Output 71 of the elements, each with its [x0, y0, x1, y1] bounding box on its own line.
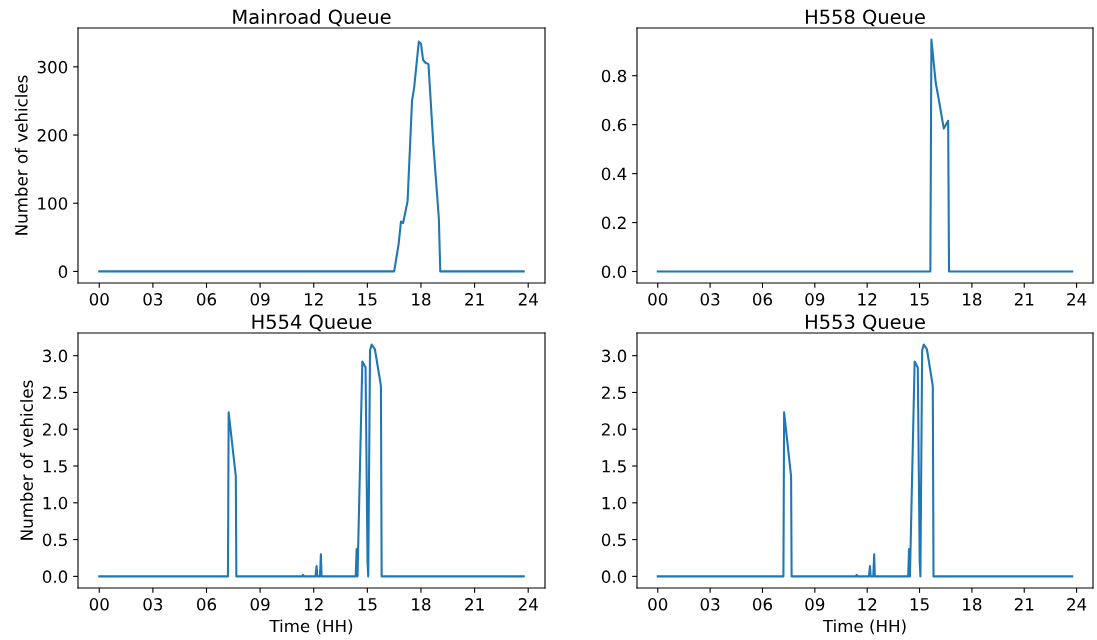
- x-tick-label: 00: [89, 293, 109, 306]
- x-tick-label: 24: [1067, 293, 1087, 306]
- x-tick-label: 09: [805, 598, 825, 611]
- x-tick-label: 00: [648, 293, 668, 306]
- y-tick-label: 0.6: [601, 118, 627, 132]
- x-tick-label: 15: [910, 598, 929, 611]
- x-tick-label: 21: [1014, 598, 1034, 611]
- x-tick-label: 24: [518, 293, 538, 306]
- y-tick-label: 0.5: [601, 533, 626, 547]
- y-tick-label: 100: [38, 197, 68, 210]
- x-tick-label: 15: [358, 293, 377, 306]
- x-tick-label: 06: [752, 293, 773, 306]
- x-tick-label: 09: [805, 293, 825, 306]
- y-tick-label: 2.5: [42, 386, 67, 400]
- y-tick-label: 0.0: [601, 570, 627, 583]
- x-tick-label: 18: [412, 598, 431, 611]
- x-axis-title: Time (HH): [822, 619, 906, 635]
- x-tick-label: 06: [197, 598, 217, 611]
- x-tick-label: 18: [963, 598, 982, 611]
- x-tick-label: 06: [752, 598, 773, 611]
- y-tick-label: 3.0: [43, 349, 68, 363]
- chart-title: H553 Queue: [806, 314, 925, 332]
- x-tick-label: 21: [465, 598, 484, 611]
- y-tick-label: 0.4: [601, 167, 627, 181]
- y-tick-label: 1.0: [602, 496, 627, 510]
- y-tick-label: 1.5: [602, 460, 626, 473]
- x-tick-label: 15: [358, 598, 377, 611]
- x-tick-label: 24: [1067, 598, 1087, 611]
- x-tick-label: 06: [197, 293, 217, 306]
- y-tick-label: 0.8: [601, 69, 627, 83]
- line-series: [98, 343, 525, 578]
- x-tick-label: 24: [518, 598, 538, 611]
- y-tick-label: 0.0: [42, 570, 68, 583]
- x-tick-label: 18: [963, 293, 982, 306]
- y-axis-title: Number of vehicles: [14, 75, 28, 235]
- y-tick-label: 0.2: [601, 216, 626, 230]
- x-tick-label: 12: [858, 293, 877, 306]
- y-tick-label: 200: [37, 129, 68, 142]
- y-tick-label: 0.5: [42, 533, 67, 547]
- x-tick-label: 03: [143, 293, 163, 306]
- chart-title: H558 Queue: [806, 9, 925, 27]
- x-tick-label: 12: [304, 293, 323, 306]
- x-tick-label: 09: [250, 598, 270, 611]
- x-tick-label: 21: [465, 293, 484, 306]
- x-tick-label: 21: [1014, 293, 1034, 306]
- x-tick-label: 03: [700, 293, 720, 306]
- y-axis-title: Number of vehicles: [20, 380, 33, 540]
- x-tick-label: 15: [910, 293, 929, 306]
- x-tick-label: 03: [143, 598, 163, 611]
- x-tick-label: 00: [648, 598, 668, 611]
- y-tick-label: 2.5: [601, 386, 626, 400]
- y-tick-label: 300: [37, 60, 68, 74]
- y-tick-label: 2.0: [42, 423, 68, 436]
- x-tick-label: 09: [250, 293, 270, 306]
- x-tick-label: 12: [858, 598, 877, 611]
- line-series: [98, 40, 525, 273]
- x-tick-label: 18: [412, 293, 431, 306]
- chart-title: H554 Queue: [252, 314, 372, 332]
- y-tick-label: 1.5: [43, 460, 67, 473]
- y-tick-label: 2.0: [601, 423, 627, 436]
- y-tick-label: 0.0: [601, 265, 627, 279]
- x-axis-title: Time (HH): [269, 619, 353, 635]
- y-tick-label: 1.0: [43, 496, 68, 510]
- line-series: [656, 38, 1074, 273]
- y-tick-label: 0: [58, 265, 68, 278]
- line-series: [656, 343, 1074, 578]
- x-tick-label: 12: [304, 598, 323, 611]
- x-tick-label: 03: [700, 598, 720, 611]
- x-tick-label: 00: [89, 598, 109, 611]
- y-tick-label: 3.0: [602, 349, 627, 363]
- chart-title: Mainroad Queue: [233, 9, 391, 27]
